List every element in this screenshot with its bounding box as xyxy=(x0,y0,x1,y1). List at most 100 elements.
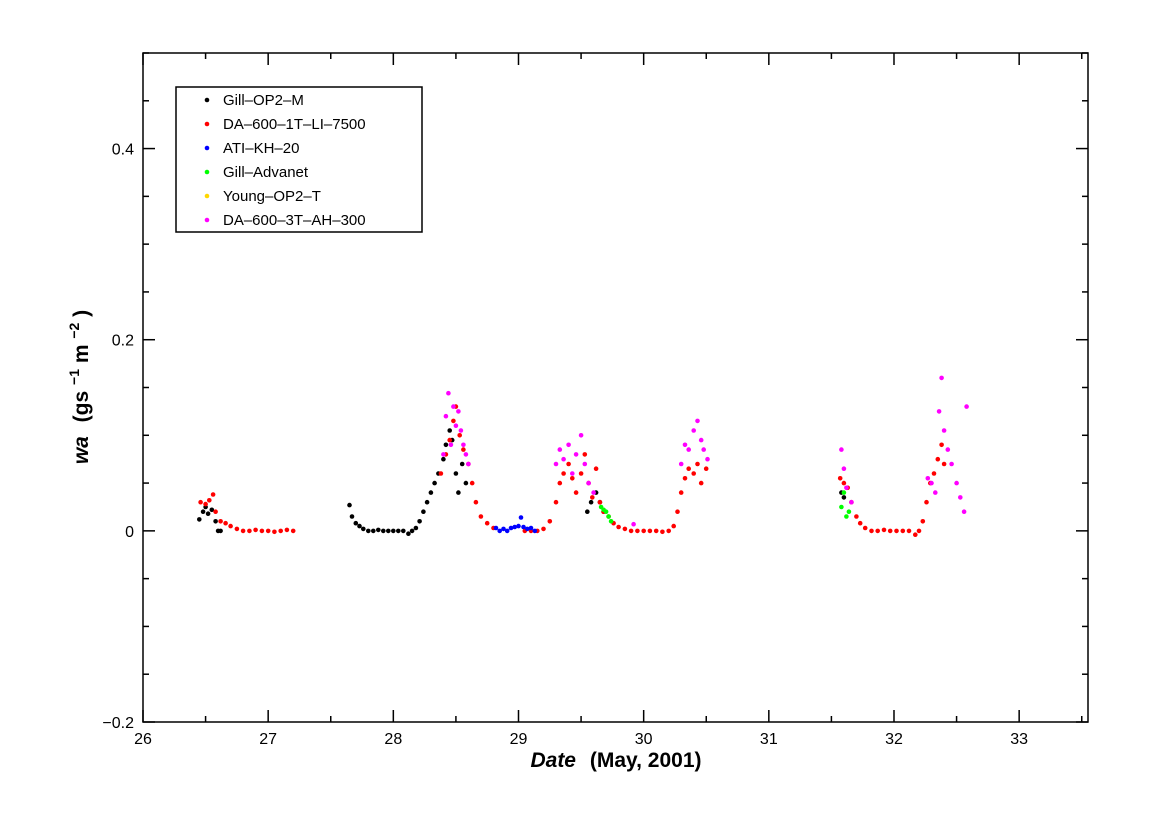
data-point xyxy=(622,526,628,532)
data-point xyxy=(459,461,465,467)
data-point xyxy=(197,517,202,522)
data-point xyxy=(218,528,223,534)
data-point xyxy=(936,409,942,414)
data-point xyxy=(641,528,646,534)
data-point xyxy=(616,524,621,530)
data-point xyxy=(590,495,595,500)
data-point xyxy=(417,519,422,524)
data-point xyxy=(259,528,265,534)
data-point xyxy=(218,519,223,524)
data-point xyxy=(200,509,206,514)
data-point xyxy=(557,480,563,486)
data-point xyxy=(887,528,893,534)
axis-ticks xyxy=(142,52,1088,723)
legend-label: DA–600–3T–AH–300 xyxy=(223,212,366,229)
data-point xyxy=(253,527,258,533)
legend-label: ATI–KH–20 xyxy=(223,140,299,157)
data-point xyxy=(223,520,228,526)
data-point xyxy=(958,495,963,500)
data-point xyxy=(931,471,937,476)
data-point xyxy=(205,511,211,516)
data-point xyxy=(894,528,899,534)
data-point xyxy=(578,433,584,438)
y-tick-label: 0.2 xyxy=(112,333,134,350)
data-point xyxy=(573,452,579,457)
legend-label: Young–OP2–T xyxy=(223,188,321,205)
y-tick-label: 0 xyxy=(125,524,134,541)
series-group xyxy=(598,490,852,524)
data-point xyxy=(525,526,530,532)
data-point xyxy=(451,404,456,409)
data-point xyxy=(841,480,847,486)
data-point xyxy=(844,514,849,519)
data-point xyxy=(504,528,510,534)
series-group xyxy=(493,515,538,534)
data-point xyxy=(456,490,461,495)
data-point xyxy=(228,523,233,529)
data-point xyxy=(557,447,563,452)
data-point xyxy=(438,471,444,476)
data-point xyxy=(913,532,918,537)
data-point xyxy=(841,490,847,495)
data-point xyxy=(698,480,704,486)
data-point xyxy=(213,509,218,514)
data-point xyxy=(371,528,376,534)
data-point xyxy=(920,519,926,524)
data-point xyxy=(512,524,517,530)
data-point xyxy=(566,461,571,467)
series-group xyxy=(441,375,969,527)
legend: Gill–OP2–M DA–600–1T–LI–7500 ATI–KH–20 Gill… xyxy=(175,86,423,233)
data-point xyxy=(869,528,874,534)
data-point xyxy=(573,490,579,495)
data-point xyxy=(381,528,386,534)
data-point xyxy=(209,507,215,513)
data-point xyxy=(347,502,352,508)
data-point xyxy=(703,466,709,472)
data-point xyxy=(447,428,453,433)
data-point xyxy=(686,466,691,472)
data-points xyxy=(197,375,969,537)
data-point xyxy=(521,524,526,530)
legend-marker xyxy=(204,217,210,223)
data-point xyxy=(653,528,659,534)
data-point xyxy=(678,490,684,495)
data-point xyxy=(478,514,484,519)
legend-label: DA–600–1T–LI–7500 xyxy=(223,116,366,133)
data-point xyxy=(906,528,912,534)
legend-label: Gill–OP2–M xyxy=(223,92,304,109)
data-point xyxy=(265,528,271,534)
y-axis-title: wa (gs −1 m −2 ) xyxy=(61,310,93,464)
data-point xyxy=(396,528,401,534)
data-point xyxy=(409,528,415,534)
x-tick-label: 31 xyxy=(760,731,778,748)
data-point xyxy=(933,490,938,495)
data-point xyxy=(705,456,710,462)
data-point xyxy=(900,528,906,534)
data-point xyxy=(401,528,406,534)
data-point xyxy=(593,466,599,472)
data-point xyxy=(493,525,499,531)
legend-label: Gill–Advanet xyxy=(223,164,309,181)
data-point xyxy=(857,520,863,526)
data-point xyxy=(290,528,296,534)
data-point xyxy=(463,452,469,457)
data-point xyxy=(547,519,553,524)
data-point xyxy=(453,471,459,476)
data-point xyxy=(456,409,461,414)
x-tick-label: 29 xyxy=(510,731,528,748)
data-point xyxy=(841,495,847,500)
legend-items: Gill–OP2–M DA–600–1T–LI–7500 ATI–KH–20 Gill… xyxy=(204,92,366,229)
data-point xyxy=(925,476,931,481)
data-point xyxy=(458,428,464,433)
x-tick-label: 30 xyxy=(635,731,653,748)
y-axis-title-sup2: −2 xyxy=(66,322,82,338)
data-point xyxy=(682,476,688,481)
data-point xyxy=(849,499,854,505)
data-point xyxy=(686,447,691,452)
data-point xyxy=(234,526,240,532)
x-tick-label: 33 xyxy=(1010,731,1028,748)
data-point xyxy=(413,525,419,531)
data-point xyxy=(284,527,290,533)
legend-marker xyxy=(204,169,210,175)
legend-marker xyxy=(204,97,210,103)
